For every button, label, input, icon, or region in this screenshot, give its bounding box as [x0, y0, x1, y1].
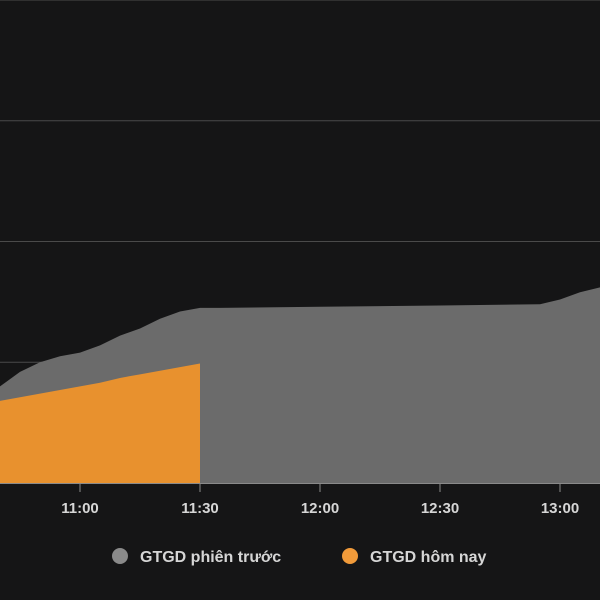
x-axis-ticks: 11:00 11:30 12:00 12:30 13:00 — [61, 483, 579, 517]
legend-item-previous-session[interactable]: GTGD phiên trước — [112, 548, 281, 566]
x-tick-label-3: 12:30 — [421, 500, 459, 517]
legend-marker-previous-session — [112, 548, 128, 564]
legend: GTGD phiên trước GTGD hôm nay — [112, 548, 487, 566]
x-tick-label-0: 11:00 — [61, 500, 99, 517]
legend-marker-today — [342, 548, 358, 564]
series-areas — [0, 287, 600, 483]
legend-label-previous-session: GTGD phiên trước — [140, 549, 281, 566]
legend-item-today[interactable]: GTGD hôm nay — [342, 548, 487, 566]
area-series-1 — [0, 363, 200, 483]
legend-label-today: GTGD hôm nay — [370, 549, 487, 566]
x-tick-label-4: 13:00 — [541, 500, 579, 517]
x-tick-label-1: 11:30 — [181, 500, 219, 517]
x-tick-label-2: 12:00 — [301, 500, 339, 517]
